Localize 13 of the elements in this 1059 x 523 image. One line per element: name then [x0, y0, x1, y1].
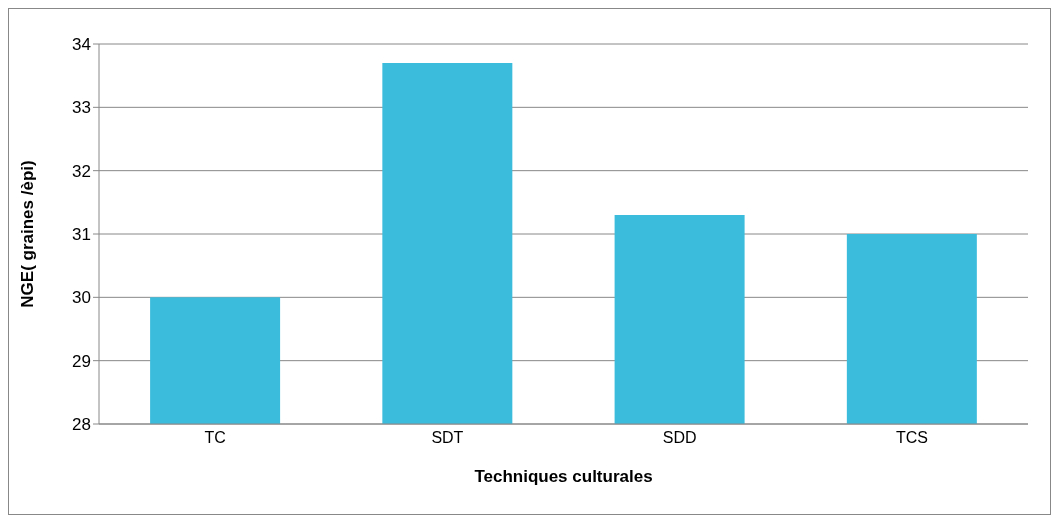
x-tick-label: SDD — [662, 429, 697, 447]
y-tick-label: 34 — [72, 35, 91, 55]
y-tick-label: 33 — [72, 98, 91, 118]
y-tick-label: 30 — [72, 288, 91, 308]
y-tick-label: 32 — [72, 161, 91, 181]
y-axis-title: NGE( graines /èpi) — [18, 160, 38, 308]
x-tick-label: TCS — [895, 429, 928, 447]
y-tick-label: 28 — [72, 415, 91, 435]
x-tick-label: TC — [204, 429, 226, 447]
y-tick-label: 31 — [72, 225, 91, 245]
x-axis-title: Techniques culturales — [474, 467, 653, 486]
x-tick-label: SDT — [431, 429, 464, 447]
y-tick-label: 29 — [72, 351, 91, 371]
